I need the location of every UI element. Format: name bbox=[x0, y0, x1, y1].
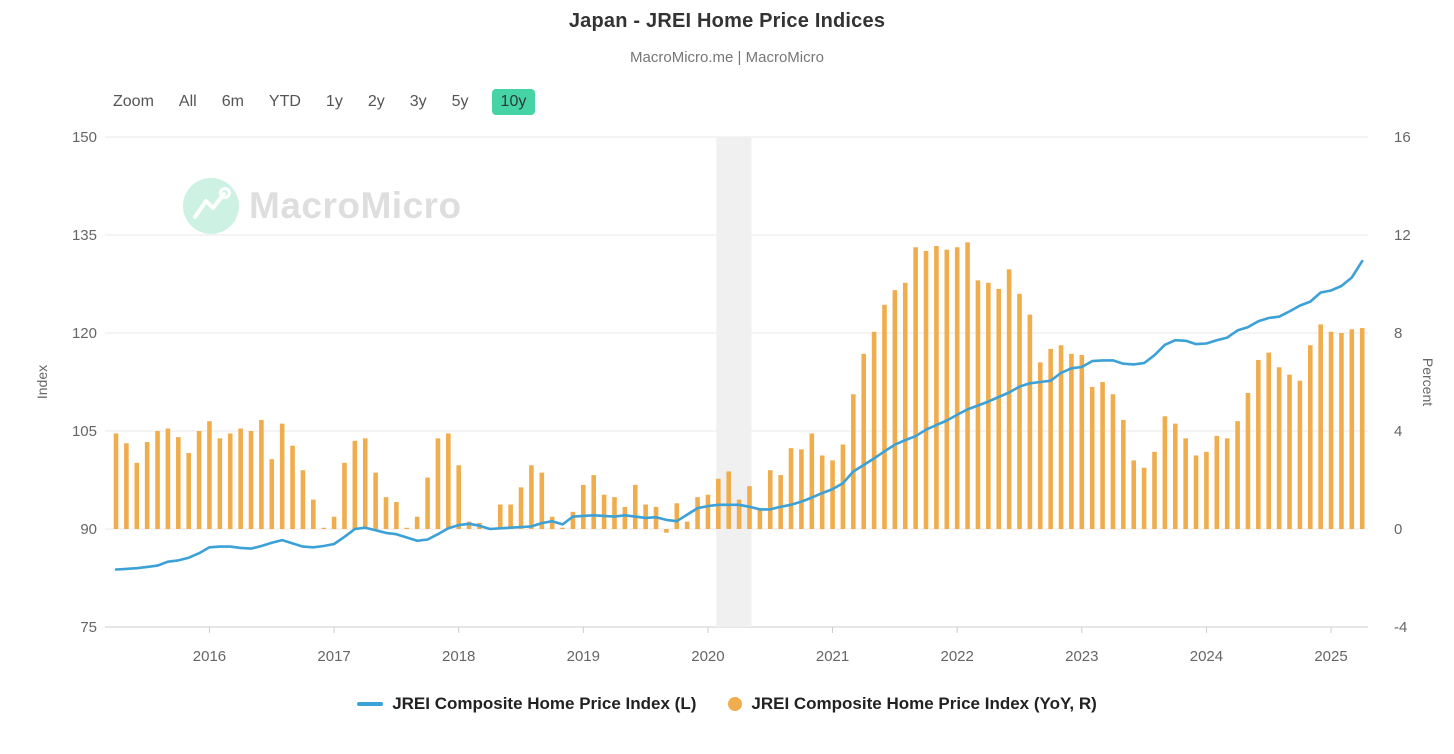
left-axis-title: Index bbox=[34, 365, 50, 399]
x-axis-tick-label: 2024 bbox=[1190, 648, 1223, 665]
left-axis-tick-label: 135 bbox=[72, 227, 97, 244]
right-axis-tick-label: 12 bbox=[1394, 227, 1411, 244]
legend-item-yoy-r[interactable]: JREI Composite Home Price Index (YoY, R) bbox=[728, 694, 1097, 714]
legend-line-marker-icon bbox=[357, 702, 384, 706]
left-axis-tick-label: 90 bbox=[80, 521, 97, 538]
right-axis-tick-label: 8 bbox=[1394, 325, 1402, 342]
range-button-2y[interactable]: 2y bbox=[367, 93, 385, 110]
range-toolbar: Zoom All 6m YTD 1y 2y 3y 5y 10y bbox=[111, 89, 556, 115]
left-axis-tick-label: 150 bbox=[72, 129, 97, 146]
left-axis-tick-label: 105 bbox=[72, 423, 97, 440]
right-axis-tick-label: 16 bbox=[1394, 129, 1411, 146]
right-axis-tick-label: 0 bbox=[1394, 521, 1402, 538]
x-axis-tick-label: 2016 bbox=[193, 648, 226, 665]
range-button-5y[interactable]: 5y bbox=[451, 93, 469, 110]
x-axis-tick-label: 2020 bbox=[691, 648, 724, 665]
left-axis-tick-label: 120 bbox=[72, 325, 97, 342]
x-axis-tick-label: 2019 bbox=[567, 648, 600, 665]
range-button-10y[interactable]: 10y bbox=[491, 89, 536, 115]
chart-title: Japan - JREI Home Price Indices bbox=[568, 10, 886, 32]
x-axis-tick-label: 2018 bbox=[442, 648, 475, 665]
range-button-6m[interactable]: 6m bbox=[221, 93, 244, 110]
range-button-ytd[interactable]: YTD bbox=[268, 93, 301, 110]
legend-item-index-l[interactable]: JREI Composite Home Price Index (L) bbox=[357, 694, 696, 714]
axis-labels: 150 135 120 105 90 75 16 12 8 4 0 -4 2016 2017 2018 201… bbox=[34, 129, 1436, 665]
recession-band bbox=[716, 137, 752, 627]
range-button-3y[interactable]: 3y bbox=[409, 93, 427, 110]
right-axis-title: Percent bbox=[1420, 358, 1436, 406]
chart-legend: JREI Composite Home Price Index (L) JREI… bbox=[0, 694, 1454, 714]
x-axis-tick-label: 2022 bbox=[940, 648, 973, 665]
x-axis-tick-label: 2017 bbox=[317, 648, 350, 665]
right-axis-tick-label: 4 bbox=[1394, 423, 1402, 440]
right-axis-tick-label: -4 bbox=[1394, 619, 1407, 636]
x-axis-tick-label: 2025 bbox=[1314, 648, 1347, 665]
legend-circle-marker-icon bbox=[728, 697, 743, 711]
chart-subtitle: MacroMicro.me | MacroMicro bbox=[630, 49, 824, 66]
x-axis-tick-label: 2023 bbox=[1065, 648, 1098, 665]
left-axis-tick-label: 75 bbox=[80, 619, 97, 636]
zoom-label: Zoom bbox=[113, 93, 154, 110]
x-axis-tick-label: 2021 bbox=[816, 648, 849, 665]
range-button-1y[interactable]: 1y bbox=[325, 93, 343, 110]
range-button-all[interactable]: All bbox=[178, 93, 197, 110]
index-line bbox=[114, 259, 1364, 571]
